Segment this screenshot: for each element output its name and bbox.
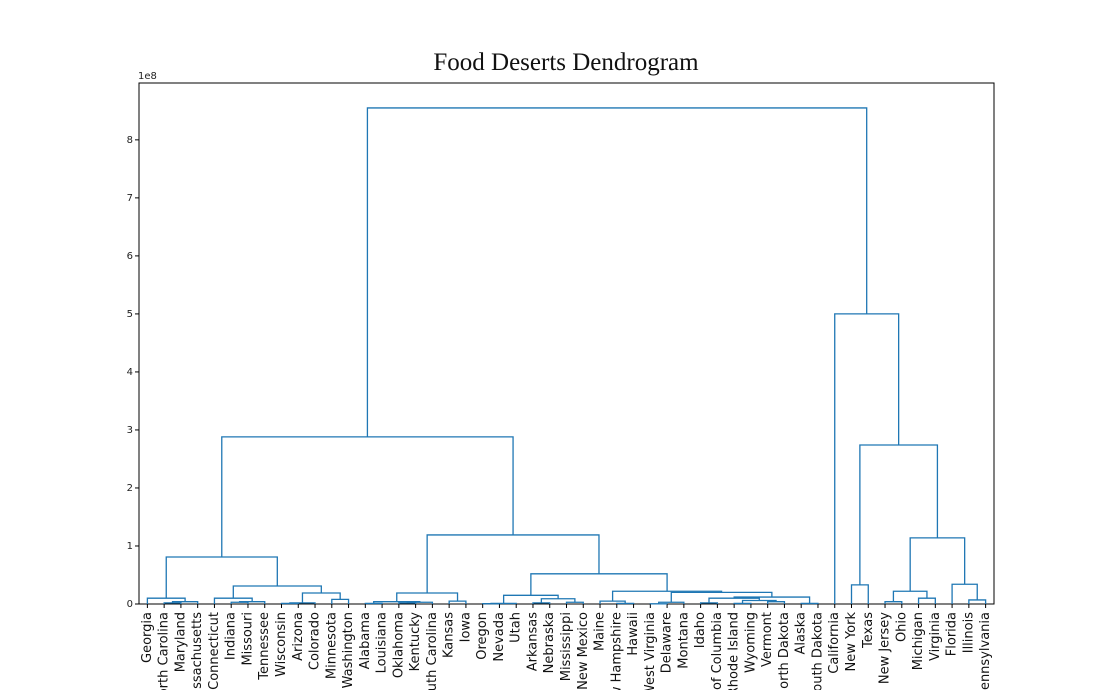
y-tick-label: 5 — [127, 309, 133, 320]
dendrogram-link — [280, 602, 299, 605]
dendrogram-link — [800, 602, 819, 605]
dendrogram-link — [951, 583, 978, 604]
leaf-label: Iowa — [458, 612, 473, 642]
leaf-label: Oregon — [475, 612, 490, 660]
leaf-label: Kansas — [442, 612, 457, 658]
dendrogram-link — [331, 598, 350, 604]
leaf-label: Delaware — [660, 612, 675, 673]
dendrogram-link — [917, 597, 936, 604]
dendrogram-link — [892, 590, 928, 602]
leaf-label: Indiana — [224, 612, 239, 660]
dendrogram-link — [850, 584, 869, 604]
leaf-label: Missouri — [240, 612, 255, 666]
dendrogram-link — [859, 444, 939, 585]
dendrogram-link — [165, 556, 278, 599]
dendrogram-link — [490, 602, 517, 605]
chart-title: Food Deserts Dendrogram — [433, 49, 699, 76]
y-tick-label: 4 — [127, 367, 133, 378]
leaf-label: Illinois — [961, 612, 976, 653]
leaf-label: New Mexico — [576, 612, 591, 690]
leaf-label: Nevada — [492, 612, 507, 662]
leaf-label: Nebraska — [542, 612, 557, 673]
leaf-label: Hawaii — [626, 612, 641, 656]
leaf-label: District of Columbia — [710, 612, 725, 690]
leaf-label: Colorado — [308, 612, 323, 670]
y-tick-label: 2 — [127, 483, 133, 494]
leaf-label: Connecticut — [207, 612, 222, 690]
y-tick-label: 0 — [127, 599, 133, 610]
leaf-label: Utah — [509, 612, 524, 643]
leaf-label: Virginia — [928, 612, 943, 661]
leaf-label: Texas — [861, 612, 876, 649]
leaf-label: New Hampshire — [609, 612, 624, 690]
leaf-label: Idaho — [693, 612, 708, 648]
leaf-label: Louisiana — [375, 612, 390, 673]
dendrogram-link — [834, 313, 900, 604]
dendrogram-link — [909, 537, 966, 592]
leaf-label: Vermont — [760, 612, 775, 667]
dendrogram-link — [364, 602, 383, 605]
y-tick-label: 3 — [127, 425, 133, 436]
leaf-label: Massachusetts — [190, 612, 205, 690]
leaf-label: Tennessee — [257, 612, 272, 681]
leaf-label: North Carolina — [157, 612, 172, 690]
dendrogram-link — [221, 436, 514, 558]
dendrogram-link — [699, 602, 719, 604]
leaf-label: Arkansas — [525, 612, 540, 671]
dendrogram-link — [163, 602, 182, 604]
y-tick-label: 6 — [127, 251, 133, 262]
dendrogram-link — [968, 599, 987, 604]
leaf-label: Mississippi — [559, 612, 574, 681]
leaf-label: Kentucky — [408, 612, 423, 672]
leaf-label: Maine — [593, 612, 608, 651]
dendrogram-link — [289, 602, 316, 604]
leaf-label: Wyoming — [743, 612, 758, 673]
dendrogram-link — [741, 599, 777, 604]
leaf-label: Pennsylvania — [978, 612, 993, 690]
y-tick-label: 1 — [127, 541, 133, 552]
dendrogram-link — [530, 573, 668, 596]
plot-frame — [138, 82, 995, 605]
leaf-label: New Jersey — [878, 612, 893, 684]
leaf-label: Wisconsin — [274, 612, 289, 677]
leaf-label: North Dakota — [777, 612, 792, 690]
leaf-label: Washington — [341, 612, 356, 688]
leaf-label: West Virginia — [643, 612, 658, 690]
leaf-label: South Dakota — [810, 612, 825, 690]
dendrogram-link — [426, 534, 600, 593]
leaf-label: Oklahoma — [391, 612, 406, 678]
leaf-label: Minnesota — [324, 612, 339, 679]
y-tick-label: 8 — [127, 135, 133, 146]
leaf-label: Florida — [945, 612, 960, 656]
dendrogram-link — [366, 107, 868, 437]
leaf-label: Georgia — [140, 612, 155, 663]
dendrogram-link — [232, 585, 322, 599]
leaf-label: Maryland — [173, 612, 188, 672]
y-tick-label: 7 — [127, 193, 133, 204]
leaf-label: South Carolina — [425, 612, 440, 690]
dendrogram-link — [532, 602, 551, 604]
leaf-label: Alabama — [358, 612, 373, 669]
dendrogram-link — [616, 602, 635, 605]
leaf-label: New York — [844, 612, 859, 672]
dendrogram-link — [396, 592, 459, 602]
dendrogram-link — [733, 602, 752, 605]
leaf-label: Montana — [676, 612, 691, 669]
leaf-label: Rhode Island — [727, 612, 742, 690]
y-offset-label: 1e8 — [138, 71, 157, 82]
leaf-label: Arizona — [291, 612, 306, 661]
dendrogram-link — [301, 592, 341, 603]
leaf-label: Michigan — [911, 612, 926, 670]
leaf-label: California — [827, 612, 842, 674]
leaf-label: Alaska — [794, 612, 809, 655]
leaf-label: Ohio — [894, 612, 909, 642]
dendrogram-link — [733, 596, 811, 604]
